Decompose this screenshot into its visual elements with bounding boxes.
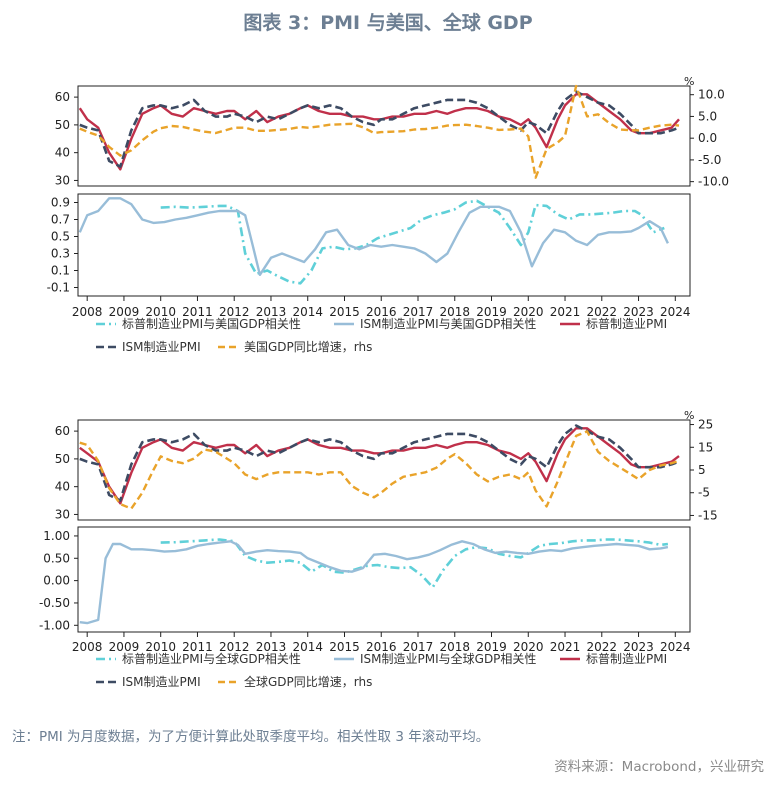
x-axis-tick-label: 2024: [660, 640, 691, 654]
x-axis-tick-label: 2018: [439, 640, 470, 654]
series-line-chinese_pmi: [79, 427, 680, 505]
series-line-corr_chinese: [160, 538, 669, 589]
x-axis-tick-label: 2014: [292, 640, 323, 654]
x-axis-tick-label: 2019: [476, 305, 507, 319]
left-axis-tick-label: 40: [55, 146, 70, 160]
legend-label: 标普制造业PMI与全球GDP相关性: [122, 651, 301, 666]
x-axis-tick-label: 2021: [550, 305, 581, 319]
x-axis-tick-label: 2012: [219, 305, 250, 319]
figure-title: 图表 3：PMI 与美国、全球 GDP: [243, 12, 533, 34]
bottom-plot-frame: [77, 526, 691, 633]
x-axis-tick-label: 2009: [109, 305, 140, 319]
series-line-corr_ism: [79, 540, 669, 625]
figure-note: 注：PMI 为月度数据，为了方便计算此处取季度平均。相关性取 3 年滚动平均。: [12, 729, 490, 745]
bottom-plot-frame: [77, 193, 691, 297]
right-axis-unit: %: [684, 409, 694, 422]
right-axis-tick-label: 0.0: [698, 131, 717, 145]
x-axis-tick-label: 2008: [72, 640, 103, 654]
x-axis-tick-label: 2017: [403, 305, 434, 319]
x-axis-tick-label: 2020: [513, 305, 544, 319]
chart-panel-us: 60 50 40 30 10.0 5.0 0.0 -5.0 -10.0% 0.9 0.7 0.5 0.3…: [47, 75, 729, 354]
chart-panel-global: 60 50 40 30 25 15 5 -5 -15% 1.00 0.50 0.00 -0.50 -1.0…: [39, 409, 718, 689]
left-axis-tick-label: 50: [55, 452, 70, 466]
legend-label: 标普制造业PMI与美国GDP相关性: [122, 317, 301, 331]
x-axis-tick-label: 2011: [182, 305, 213, 319]
bottom-axis-tick-label: -1.00: [39, 618, 70, 632]
bottom-axis-tick-label: 0.7: [51, 213, 70, 227]
x-axis-tick-label: 2024: [660, 305, 691, 319]
top-plot-frame: [77, 85, 691, 187]
right-axis-tick-label: 10.0: [698, 88, 725, 102]
x-axis-tick-label: 2018: [439, 305, 470, 319]
left-axis-tick-label: 60: [55, 90, 70, 104]
x-axis-tick-label: 2012: [219, 640, 250, 654]
right-axis-tick-label: 25: [698, 418, 713, 432]
x-axis-tick-label: 2015: [329, 640, 360, 654]
x-axis-tick-label: 2009: [109, 640, 140, 654]
x-axis-tick-label: 2023: [623, 640, 654, 654]
top-plot-frame: [77, 419, 691, 521]
right-axis-tick-label: 5.0: [698, 109, 717, 123]
legend-label: 美国GDP同比增速，rhs: [244, 340, 372, 354]
x-axis-tick-label: 2020: [513, 640, 544, 654]
right-axis-tick-label: 15: [698, 440, 713, 454]
legend-label: ISM制造业PMI与美国GDP相关性: [360, 317, 536, 331]
left-axis-tick-label: 50: [55, 118, 70, 132]
legend-label: 全球GDP同比增速，rhs: [244, 674, 372, 689]
bottom-axis-tick-label: 0.5: [51, 230, 70, 244]
x-axis-tick-label: 2019: [476, 640, 507, 654]
x-axis-tick-label: 2010: [145, 640, 176, 654]
bottom-axis-tick-label: 0.3: [51, 247, 70, 261]
bottom-axis-tick-label: 0.50: [43, 551, 70, 565]
x-axis-tick-label: 2016: [366, 305, 397, 319]
series-line-gdp: [79, 430, 680, 510]
series-line-gdp: [79, 84, 680, 179]
legend-label: ISM制造业PMI: [122, 340, 201, 354]
bottom-axis-tick-label: 0.00: [43, 574, 70, 588]
right-axis-tick-label: -5.0: [698, 153, 721, 167]
figure-source: 资料来源：Macrobond，兴业研究: [554, 759, 764, 775]
x-axis-tick-label: 2014: [292, 305, 323, 319]
right-axis-tick-label: -10.0: [698, 175, 729, 189]
x-axis-tick-label: 2015: [329, 305, 360, 319]
series-line-corr_chinese: [160, 199, 665, 285]
right-axis-tick-label: -15: [698, 508, 718, 522]
x-axis-tick-label: 2017: [403, 640, 434, 654]
series-line-ism_pmi: [79, 424, 680, 502]
x-axis-tick-label: 2022: [587, 305, 618, 319]
x-axis-tick-label: 2013: [256, 305, 287, 319]
series-line-ism_pmi: [79, 90, 680, 168]
left-axis-tick-label: 60: [55, 424, 70, 438]
legend-label: ISM制造业PMI: [122, 675, 201, 689]
bottom-axis-tick-label: -0.50: [39, 596, 70, 610]
right-axis-tick-label: 5: [698, 463, 706, 477]
x-axis-tick-label: 2010: [145, 305, 176, 319]
legend-label: ISM制造业PMI与全球GDP相关性: [360, 651, 536, 666]
left-axis-tick-label: 40: [55, 480, 70, 494]
x-axis-tick-label: 2023: [623, 305, 654, 319]
bottom-axis-tick-label: 1.00: [43, 529, 70, 543]
x-axis-tick-label: 2011: [182, 640, 213, 654]
x-axis-tick-label: 2021: [550, 640, 581, 654]
left-axis-tick-label: 30: [55, 507, 70, 521]
bottom-axis-tick-label: 0.1: [51, 264, 70, 278]
x-axis-tick-label: 2022: [587, 640, 618, 654]
x-axis-tick-label: 2013: [256, 640, 287, 654]
right-axis-tick-label: -5: [698, 486, 710, 500]
series-line-corr_ism: [78, 197, 669, 276]
right-axis-unit: %: [684, 75, 694, 88]
legend-label: 标普制造业PMI: [586, 317, 667, 331]
bottom-axis-tick-label: 0.9: [51, 196, 70, 210]
bottom-axis-tick-label: -0.1: [47, 281, 70, 295]
x-axis-tick-label: 2016: [366, 640, 397, 654]
legend-label: 标普制造业PMI: [586, 652, 667, 666]
x-axis-tick-label: 2008: [72, 305, 103, 319]
left-axis-tick-label: 30: [55, 173, 70, 187]
